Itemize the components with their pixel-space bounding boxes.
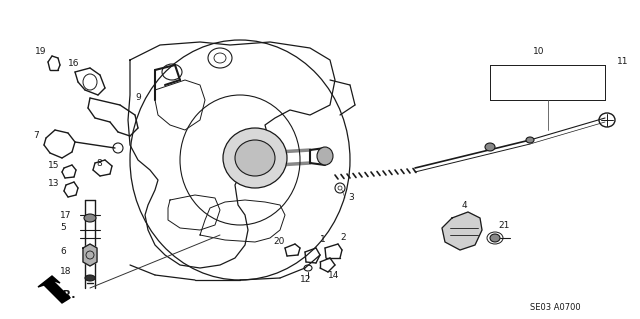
Text: 7: 7 xyxy=(33,130,39,139)
Polygon shape xyxy=(38,276,70,303)
Text: FR.: FR. xyxy=(55,290,76,300)
Ellipse shape xyxy=(317,147,333,165)
Text: 9: 9 xyxy=(135,93,141,102)
Text: 10: 10 xyxy=(533,48,545,56)
Text: 15: 15 xyxy=(48,160,60,169)
Ellipse shape xyxy=(490,234,500,242)
Ellipse shape xyxy=(235,140,275,176)
Polygon shape xyxy=(442,212,482,250)
Ellipse shape xyxy=(84,214,96,222)
Text: 17: 17 xyxy=(60,211,72,219)
Text: 1: 1 xyxy=(320,235,326,244)
Text: 5: 5 xyxy=(60,224,66,233)
Text: 12: 12 xyxy=(300,276,312,285)
Text: 20: 20 xyxy=(273,238,284,247)
Text: 11: 11 xyxy=(617,57,628,66)
Text: 13: 13 xyxy=(48,179,60,188)
Text: 8: 8 xyxy=(96,159,102,167)
Ellipse shape xyxy=(223,128,287,188)
Text: SE03 A0700: SE03 A0700 xyxy=(530,303,580,313)
Text: 2: 2 xyxy=(340,234,346,242)
Text: 4: 4 xyxy=(462,201,468,210)
Ellipse shape xyxy=(485,143,495,151)
Text: 16: 16 xyxy=(68,58,79,68)
Polygon shape xyxy=(83,244,97,266)
Text: 3: 3 xyxy=(348,194,354,203)
Text: 18: 18 xyxy=(60,268,72,277)
Text: 6: 6 xyxy=(60,248,66,256)
Ellipse shape xyxy=(85,275,95,281)
Text: 21: 21 xyxy=(498,220,509,229)
Ellipse shape xyxy=(526,137,534,143)
Text: 19: 19 xyxy=(35,48,47,56)
Text: 14: 14 xyxy=(328,271,339,279)
